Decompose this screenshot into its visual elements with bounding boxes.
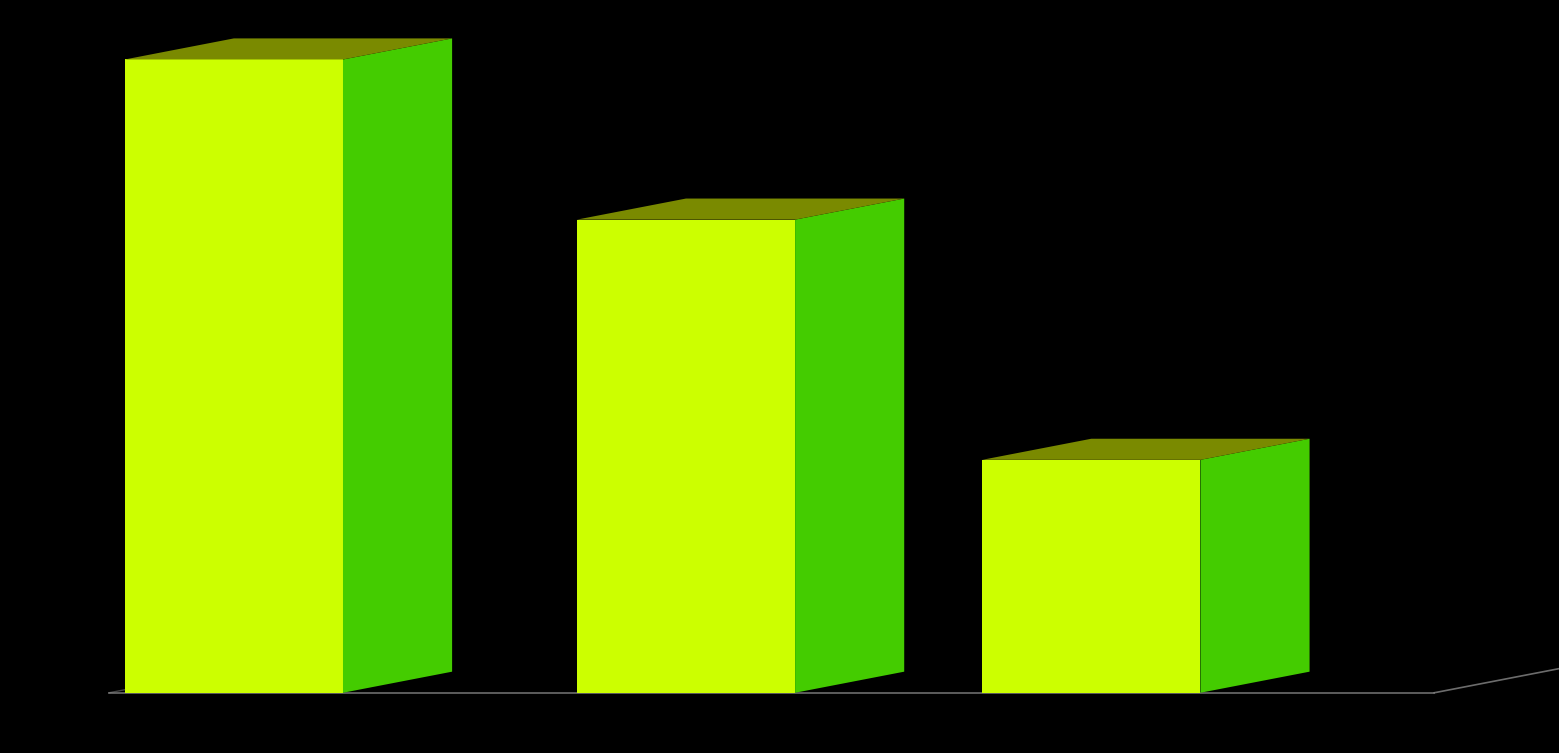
Polygon shape <box>125 38 452 59</box>
Polygon shape <box>577 199 904 220</box>
Polygon shape <box>982 439 1310 460</box>
Polygon shape <box>577 220 795 693</box>
Polygon shape <box>125 59 343 693</box>
Polygon shape <box>982 460 1200 693</box>
Polygon shape <box>343 38 452 693</box>
Polygon shape <box>795 199 904 693</box>
Polygon shape <box>1200 439 1310 693</box>
